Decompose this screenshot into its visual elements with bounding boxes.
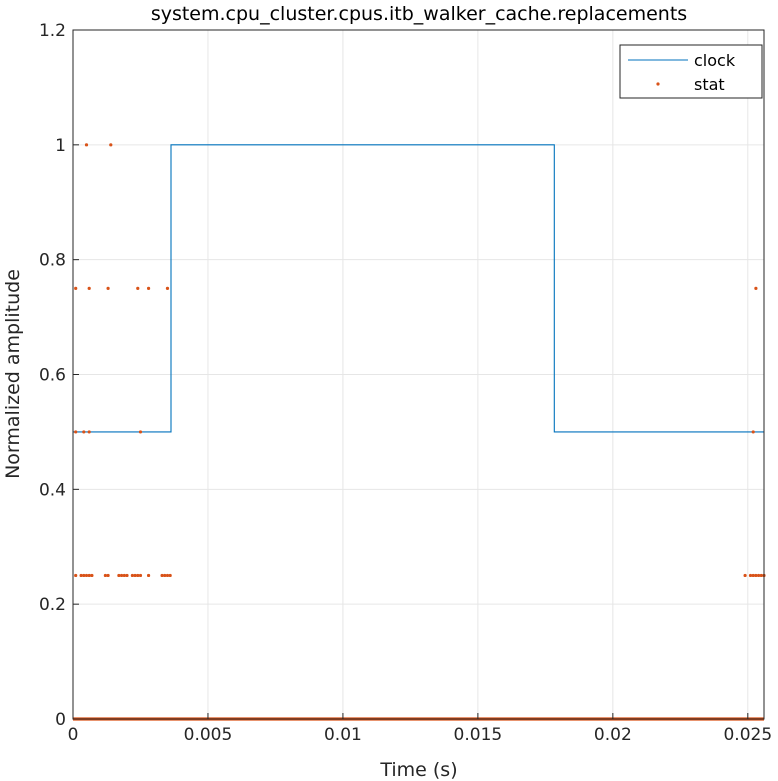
stat-point — [160, 573, 164, 578]
stat-point — [84, 143, 89, 147]
clock-series-line — [73, 144, 764, 433]
stat-point — [754, 286, 758, 290]
stat-point — [79, 573, 83, 578]
y-tick-label: 0.2 — [39, 595, 66, 615]
stat-point — [122, 573, 126, 578]
stat-point — [138, 430, 143, 434]
stat-point — [87, 286, 91, 290]
y-tick-label: 1.2 — [39, 21, 66, 41]
y-tick-label: 0.4 — [39, 480, 66, 500]
stat-point — [119, 573, 124, 578]
stat-point — [87, 430, 91, 434]
stat-point — [165, 573, 170, 578]
stat-point — [74, 286, 78, 290]
legend-box — [619, 44, 763, 99]
stat-point — [106, 286, 110, 290]
stat-point — [743, 573, 747, 578]
stat-point — [136, 286, 140, 290]
stat-point — [136, 573, 140, 578]
legend: clock stat — [619, 44, 763, 99]
x-tick-label: 0.025 — [723, 725, 772, 745]
stat-point — [74, 430, 78, 434]
stat-point — [138, 573, 143, 578]
x-tick-label: 0 — [68, 725, 79, 745]
x-tick-label: 0.01 — [324, 725, 362, 745]
stat-point — [165, 286, 170, 290]
stat-point — [163, 573, 167, 578]
stat-point — [109, 143, 113, 147]
stat-point — [106, 573, 110, 578]
y-tick-label: 0 — [55, 710, 66, 730]
stat-point — [90, 573, 94, 578]
legend-stat-label: stat — [694, 75, 725, 94]
chart-title: system.cpu_cluster.cpus.itb_walker_cache… — [151, 3, 687, 25]
stat-point — [103, 573, 107, 578]
stat-point — [759, 573, 763, 578]
legend-stat-marker — [656, 82, 660, 86]
x-tick-label: 0.015 — [454, 725, 503, 745]
ticks: 0 0.005 0.01 0.015 0.02 0.025 0 0.2 0.4 0.6 0.8 1 1.… — [39, 21, 772, 745]
stat-point — [754, 573, 758, 578]
stat-point — [82, 430, 86, 434]
stat-point — [74, 573, 78, 578]
y-tick-label: 0.6 — [39, 366, 66, 386]
stat-point — [84, 573, 89, 578]
stat-point — [117, 573, 121, 578]
y-tick-label: 1 — [55, 136, 66, 156]
stat-point — [133, 573, 137, 578]
stat-point — [748, 573, 753, 578]
stat-point — [168, 573, 172, 578]
legend-clock-label: clock — [694, 51, 736, 70]
x-axis-label: Time (s) — [379, 759, 457, 781]
stat-point — [130, 573, 134, 578]
stat-point — [146, 573, 151, 578]
stat-point — [751, 573, 755, 578]
y-axis-label: Normalized amplitude — [2, 269, 24, 479]
x-tick-label: 0.02 — [594, 725, 632, 745]
stat-point — [757, 573, 761, 578]
y-tick-label: 0.8 — [39, 251, 66, 271]
stat-point — [87, 573, 91, 578]
stat-point — [751, 430, 755, 434]
stat-point — [146, 286, 151, 290]
stat-point — [125, 573, 129, 578]
stat-point — [82, 573, 86, 578]
x-tick-label: 0.005 — [184, 725, 233, 745]
